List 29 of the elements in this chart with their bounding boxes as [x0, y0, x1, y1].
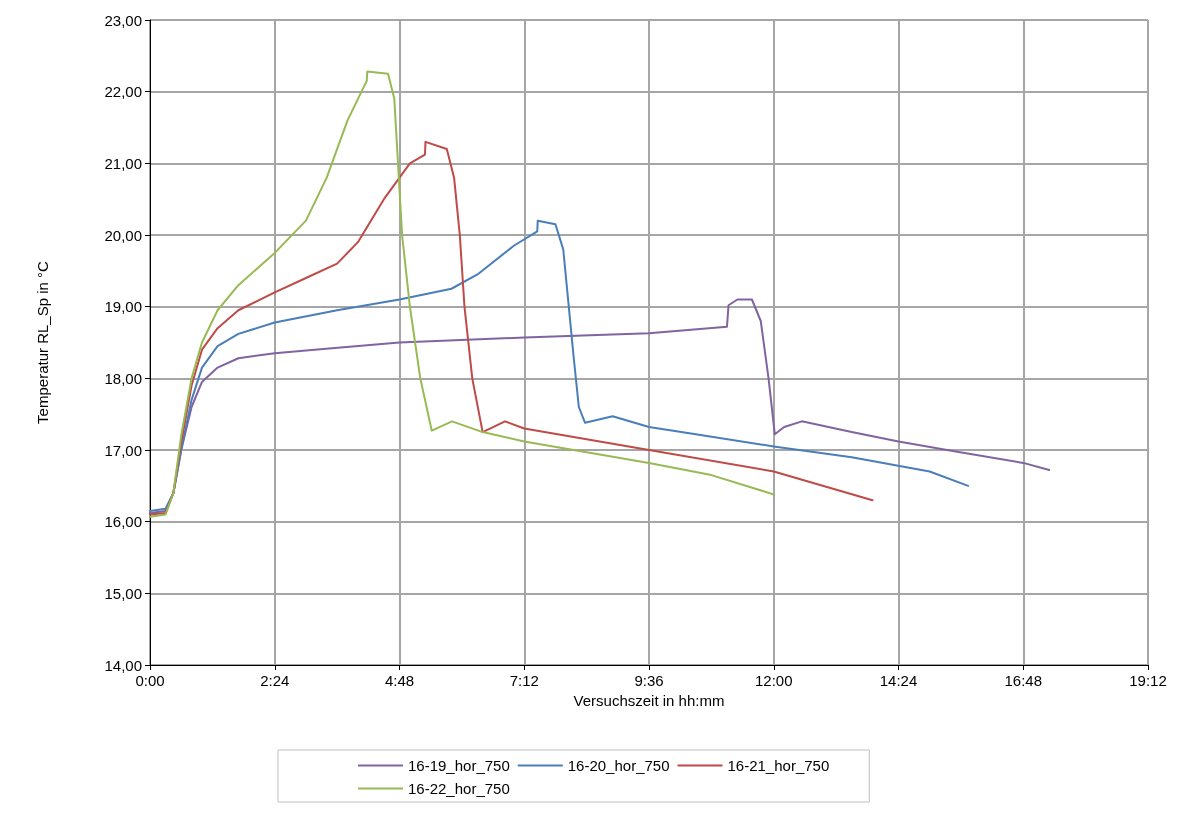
- legend-label: 16-21_hor_750: [727, 757, 830, 774]
- x-tick-label: 16:48: [1004, 672, 1043, 689]
- y-tick-label: 21,00: [104, 154, 142, 172]
- y-axis-title: Temperatur RL_Sp in °C: [34, 260, 51, 424]
- y-tick-label: 22,00: [104, 83, 142, 101]
- x-tick-label: 4:48: [384, 672, 415, 689]
- x-tick-label: 2:24: [260, 672, 290, 689]
- y-tick-label: 17,00: [104, 441, 142, 459]
- x-tick-label: 19:12: [1129, 672, 1167, 689]
- x-tick-label: 9:36: [634, 672, 664, 689]
- legend-label: 16-22_hor_750: [408, 780, 510, 797]
- legend-label: 16-20_hor_750: [567, 757, 670, 774]
- line-series: [149, 140, 874, 516]
- line-series: [149, 219, 970, 512]
- x-axis-title: Versuchszeit in hh:mm: [573, 692, 725, 709]
- y-tick-label: 19,00: [104, 298, 142, 316]
- y-tick-label: 15,00: [104, 584, 142, 602]
- x-tick-label: 14:24: [879, 672, 918, 689]
- line-series: [149, 70, 775, 518]
- x-tick-label: 7:12: [509, 672, 539, 689]
- y-tick-label: 23,00: [104, 11, 142, 29]
- y-tick-label: 14,00: [104, 656, 142, 674]
- y-tick-label: 20,00: [104, 226, 142, 244]
- x-tick-label: 0:00: [135, 672, 165, 689]
- y-tick-label: 16,00: [104, 513, 142, 531]
- legend-label: 16-19_hor_750: [408, 757, 510, 774]
- x-tick-label: 12:00: [754, 672, 793, 689]
- line-series: [149, 298, 1051, 515]
- y-tick-label: 18,00: [104, 369, 142, 387]
